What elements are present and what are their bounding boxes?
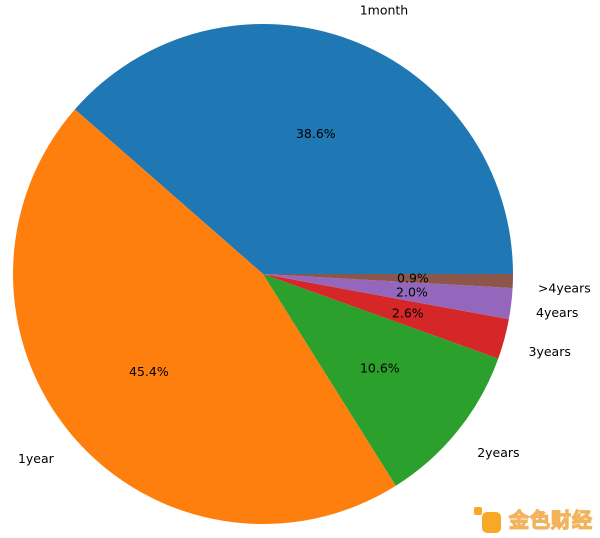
jinse-logo-icon (474, 507, 501, 533)
watermark: 金色财经 (474, 507, 593, 533)
pie-slice-1year (13, 109, 396, 524)
pct-label-4years: 2.0% (396, 284, 428, 299)
category-label-4years: 4years (536, 305, 578, 320)
category-label->4years: >4years (538, 280, 591, 295)
category-label-1year: 1year (18, 451, 55, 466)
pct-label->4years: 0.9% (397, 271, 429, 286)
watermark-text: 金色财经 (508, 507, 593, 532)
category-label-1month: 1month (360, 3, 409, 18)
logo-large-square (482, 512, 501, 533)
category-label-3years: 3years (529, 344, 571, 359)
pie-slice-1month (74, 24, 513, 274)
pie-slice-3years (263, 274, 509, 359)
pct-label-1year: 45.4% (129, 364, 169, 379)
pie-slice-4years (263, 274, 513, 320)
pct-label-2years: 10.6% (360, 361, 400, 376)
pie-slice-2years (263, 274, 499, 486)
logo-small-square (474, 507, 482, 515)
pct-label-3years: 2.6% (392, 306, 424, 321)
category-label-2years: 2years (477, 445, 519, 460)
pie-slice->4years (263, 274, 513, 289)
pct-label-1month: 38.6% (296, 126, 336, 141)
